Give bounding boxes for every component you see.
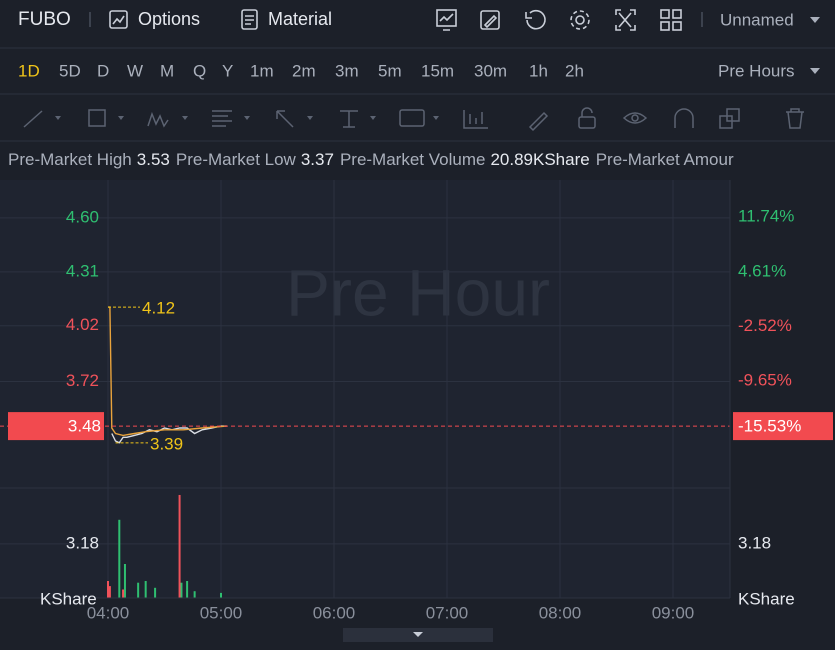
x-tick-label: 05:00 [200, 603, 243, 622]
volume-unit: KShare [738, 589, 795, 608]
volume-bar [118, 519, 121, 598]
y-tick-label: 3.72 [66, 371, 99, 390]
tool-delete[interactable] [786, 108, 804, 129]
refresh-button[interactable] [525, 9, 546, 30]
chart: 04:00 05:00 06:00 07:00 08:00 09:00 4.60 4.31 4.… [0, 180, 833, 622]
volume-unit: KShare [40, 589, 97, 608]
scroll-arrow [413, 632, 423, 637]
annotation-label: 4.12 [142, 299, 175, 318]
x-tick-label: 04:00 [87, 603, 130, 622]
volume-bar [154, 587, 157, 598]
tool-rect[interactable] [88, 109, 124, 127]
price-line [108, 306, 227, 437]
layout-name[interactable]: Unnamed [720, 10, 794, 29]
timeframe[interactable]: Y [222, 61, 233, 80]
timeframe[interactable]: 1h [529, 61, 548, 80]
dropdown-arrow [810, 68, 820, 74]
tool-measure[interactable] [340, 110, 376, 128]
y2-tick-label: -9.65% [738, 371, 792, 390]
info-label: Pre-Market High [8, 150, 132, 169]
tool-layers[interactable] [719, 108, 740, 129]
x-tick-label: 06:00 [313, 603, 356, 622]
chart-pane [0, 180, 730, 598]
y-tick-label: 4.60 [66, 207, 99, 226]
y2-tick-label: 11.74% [738, 207, 794, 226]
tool-arrow[interactable] [276, 110, 313, 128]
timeframe[interactable]: Q [193, 61, 206, 80]
annotation-label: 3.39 [150, 434, 183, 453]
price-tag [8, 412, 104, 441]
timeframe[interactable]: W [127, 61, 143, 80]
draw-button[interactable] [480, 10, 500, 30]
timeframe[interactable]: M [160, 61, 174, 80]
info-label: Pre-Market Low [176, 150, 297, 169]
volume-bar [107, 580, 110, 598]
x-tick-label: 07:00 [426, 603, 469, 622]
volume-bar [193, 591, 196, 598]
x-tick-label: 08:00 [539, 603, 582, 622]
drawing-toolbar [23, 107, 804, 132]
y2-tick-label: -2.52% [738, 316, 792, 335]
timeframe[interactable]: 2h [565, 61, 584, 80]
volume-bar [186, 580, 189, 598]
options-button[interactable]: Options [109, 9, 200, 29]
tool-bars[interactable] [463, 110, 488, 129]
watermark: Pre Hour [286, 255, 550, 329]
dropdown-arrow [810, 17, 820, 23]
symbol[interactable]: FUBO [18, 9, 71, 30]
info-value: 20.89KShare [490, 150, 589, 169]
volume-tick-label: 3.18 [66, 533, 99, 552]
timeframe[interactable]: 5m [378, 61, 402, 80]
timeframe[interactable]: D [97, 61, 109, 80]
x-tick-label: 09:00 [652, 603, 695, 622]
timeframe[interactable]: 1m [250, 61, 274, 80]
volume-bar [220, 592, 223, 598]
volume-bar [178, 494, 181, 598]
timeframe[interactable]: 15m [421, 61, 454, 80]
tool-eye[interactable] [622, 112, 648, 124]
tool-lock[interactable] [578, 107, 596, 129]
timeframe[interactable]: 3m [335, 61, 359, 80]
volume-tick-label: 3.18 [738, 533, 771, 552]
tool-pen[interactable] [528, 111, 549, 132]
timeframe[interactable]: 30m [474, 61, 507, 80]
current-price: 3.48 [68, 417, 101, 436]
volume-bar [144, 580, 147, 598]
info-bar: Pre-Market High 3.53 Pre-Market Low 3.37 Pre… [8, 150, 734, 169]
fullscreen-button[interactable] [615, 9, 636, 31]
info-label: Pre-Market Amour [596, 150, 734, 169]
settings-button[interactable] [570, 10, 590, 30]
timeframe[interactable]: 2m [292, 61, 316, 80]
y-tick-label: 4.02 [66, 315, 99, 334]
volume-bar [108, 586, 111, 598]
info-value: 3.37 [301, 150, 334, 169]
volume-bar [180, 582, 183, 598]
info-label: Pre-Market Volume [340, 150, 486, 169]
timeframe[interactable]: 5D [59, 61, 81, 80]
timeframe[interactable]: 1D [18, 61, 40, 80]
y-tick-label: 4.31 [66, 261, 99, 280]
tool-fib[interactable] [212, 110, 250, 127]
indicator-button[interactable] [436, 9, 457, 31]
layout-button[interactable] [660, 9, 682, 31]
timeframe-bar: 1D 5D D W M Q Y 1m 2m 3m 5m 15m 30m 1h 2h [18, 61, 584, 80]
volume-bar [123, 563, 126, 598]
volume-bar [122, 589, 125, 598]
tool-magnet[interactable] [674, 108, 694, 128]
current-change: -15.53% [738, 417, 801, 436]
menu-label[interactable]: Options [138, 9, 200, 29]
session-select[interactable]: Pre Hours [718, 61, 795, 80]
volume-bar [137, 582, 140, 598]
header-icons [436, 9, 682, 31]
tool-pattern[interactable] [147, 111, 188, 128]
material-button[interactable]: Material [241, 9, 332, 30]
tool-note[interactable] [399, 109, 439, 127]
change-tag [733, 412, 833, 441]
y2-tick-label: 4.61% [738, 261, 786, 280]
menu-label[interactable]: Material [268, 9, 332, 29]
info-value: 3.53 [137, 150, 170, 169]
tool-line[interactable] [23, 110, 61, 128]
